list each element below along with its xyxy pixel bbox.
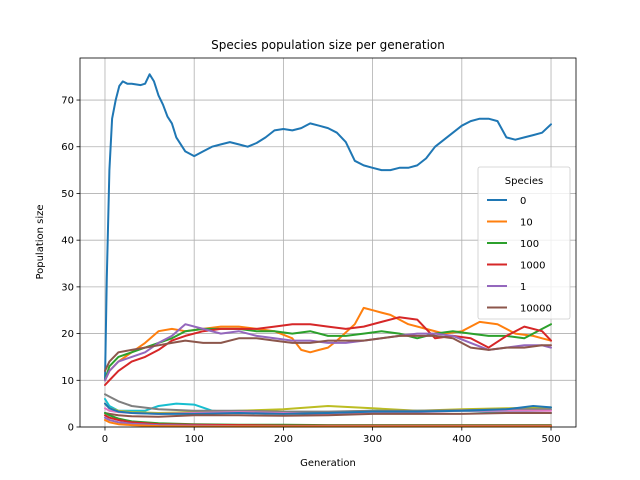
y-axis-label: Population size [35, 204, 46, 279]
legend-entry: 1 [520, 282, 526, 293]
y-tick-label: 40 [61, 236, 74, 247]
y-tick-label: 70 [61, 96, 74, 107]
plot-frame [79, 57, 577, 428]
legend-entry: 0 [520, 196, 526, 207]
chart-title: Species population size per generation [211, 38, 445, 52]
series-line [104, 402, 552, 415]
y-tick-label: 20 [61, 329, 74, 340]
x-tick-label: 300 [363, 434, 382, 445]
y-tick-label: 0 [68, 423, 74, 434]
legend-entry: 10000 [520, 304, 552, 315]
y-tick-label: 10 [61, 376, 74, 387]
series-line-10 [104, 306, 552, 382]
legend-entry: 1000 [520, 261, 545, 272]
series-line-1000 [104, 316, 552, 386]
y-tick-label: 50 [61, 189, 74, 200]
y-tick-label: 60 [61, 142, 74, 153]
x-tick-label: 0 [102, 434, 108, 445]
x-tick-label: 100 [185, 434, 204, 445]
x-tick-label: 500 [541, 434, 560, 445]
series-line-10000 [104, 334, 552, 372]
legend: Species 0 10 100 1000 1 10000 [477, 166, 571, 320]
y-tick-label: 30 [61, 282, 74, 293]
series-line-0 [104, 73, 552, 382]
series-lines [104, 73, 552, 428]
x-axis-label: Generation [300, 458, 356, 469]
series-line-100 [104, 323, 552, 382]
legend-entry: 100 [520, 239, 539, 250]
x-tick-label: 400 [452, 434, 471, 445]
x-tick-label: 200 [274, 434, 293, 445]
legend-box [477, 166, 571, 320]
legend-entry: 10 [520, 218, 533, 229]
series-line [104, 412, 552, 418]
legend-title: Species [505, 176, 544, 187]
series-line [104, 419, 552, 428]
